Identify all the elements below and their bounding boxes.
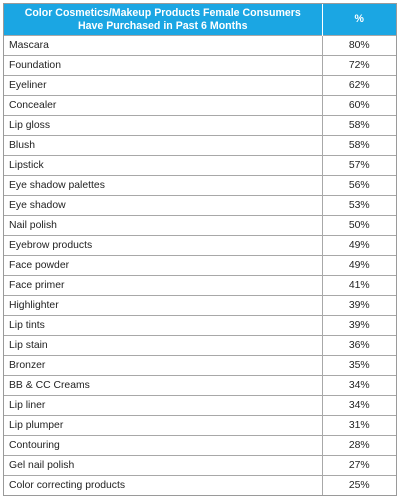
table-header-row: Color Cosmetics/Makeup Products Female C… (4, 4, 396, 36)
percent-cell: 34% (322, 395, 396, 416)
table-row: Lip tints 39% (4, 315, 396, 336)
product-name-cell: Contouring (4, 435, 323, 456)
table-row: Lip liner 34% (4, 395, 396, 416)
product-name-cell: Highlighter (4, 295, 323, 316)
percent-cell: 36% (322, 335, 396, 356)
percent-cell: 53% (322, 195, 396, 216)
percent-cell: 34% (322, 375, 396, 396)
header-percent: % (322, 4, 396, 36)
product-name-cell: Foundation (4, 55, 323, 76)
percent-cell: 58% (322, 135, 396, 156)
table-row: Gel nail polish 27% (4, 455, 396, 476)
product-name-cell: Eye shadow palettes (4, 175, 323, 196)
product-name-cell: Concealer (4, 95, 323, 116)
product-name-cell: Mascara (4, 35, 323, 56)
table-row: Nail polish 50% (4, 215, 396, 236)
cosmetics-purchase-table: Color Cosmetics/Makeup Products Female C… (4, 4, 396, 495)
data-table-container: Color Cosmetics/Makeup Products Female C… (3, 3, 397, 496)
table-row: Lip gloss 58% (4, 115, 396, 136)
table-row: Face primer 41% (4, 275, 396, 296)
percent-cell: 80% (322, 35, 396, 56)
product-name-cell: Lip tints (4, 315, 323, 336)
table-row: Eye shadow 53% (4, 195, 396, 216)
percent-cell: 60% (322, 95, 396, 116)
product-name-cell: Gel nail polish (4, 455, 323, 476)
percent-cell: 39% (322, 295, 396, 316)
product-name-cell: Eye shadow (4, 195, 323, 216)
table-row: Color correcting products 25% (4, 475, 396, 495)
percent-cell: 62% (322, 75, 396, 96)
table-row: BB & CC Creams 34% (4, 375, 396, 396)
product-name-cell: Lip stain (4, 335, 323, 356)
table-row: Blush 58% (4, 135, 396, 156)
product-name-cell: Lip liner (4, 395, 323, 416)
percent-cell: 50% (322, 215, 396, 236)
table-row: Face powder 49% (4, 255, 396, 276)
product-name-cell: Lipstick (4, 155, 323, 176)
percent-cell: 57% (322, 155, 396, 176)
product-name-cell: Bronzer (4, 355, 323, 376)
percent-cell: 58% (322, 115, 396, 136)
percent-cell: 28% (322, 435, 396, 456)
table-row: Lip plumper 31% (4, 415, 396, 436)
table-row: Eye shadow palettes 56% (4, 175, 396, 196)
percent-cell: 39% (322, 315, 396, 336)
percent-cell: 27% (322, 455, 396, 476)
percent-cell: 49% (322, 255, 396, 276)
percent-cell: 49% (322, 235, 396, 256)
table-body: Mascara 80% Foundation 72% Eyeliner 62% Concea… (4, 35, 396, 495)
table-row: Lip stain 36% (4, 335, 396, 356)
product-name-cell: Lip gloss (4, 115, 323, 136)
product-name-cell: Eyeliner (4, 75, 323, 96)
header-product: Color Cosmetics/Makeup Products Female C… (4, 4, 323, 36)
table-row: Concealer 60% (4, 95, 396, 116)
product-name-cell: Eyebrow products (4, 235, 323, 256)
percent-cell: 72% (322, 55, 396, 76)
header-product-line-1: Color Cosmetics/Makeup Products Female C… (24, 6, 301, 19)
percent-cell: 35% (322, 355, 396, 376)
table-row: Eyebrow products 49% (4, 235, 396, 256)
product-name-cell: BB & CC Creams (4, 375, 323, 396)
product-name-cell: Face powder (4, 255, 323, 276)
percent-cell: 31% (322, 415, 396, 436)
table-row: Eyeliner 62% (4, 75, 396, 96)
product-name-cell: Lip plumper (4, 415, 323, 436)
table-row: Bronzer 35% (4, 355, 396, 376)
table-row: Lipstick 57% (4, 155, 396, 176)
percent-cell: 41% (322, 275, 396, 296)
product-name-cell: Face primer (4, 275, 323, 296)
percent-cell: 25% (322, 475, 396, 495)
product-name-cell: Blush (4, 135, 323, 156)
header-product-line-2: Have Purchased in Past 6 Months (77, 19, 248, 32)
table-row: Contouring 28% (4, 435, 396, 456)
product-name-cell: Color correcting products (4, 475, 323, 495)
percent-cell: 56% (322, 175, 396, 196)
table-row: Mascara 80% (4, 35, 396, 56)
table-row: Highlighter 39% (4, 295, 396, 316)
product-name-cell: Nail polish (4, 215, 323, 236)
table-row: Foundation 72% (4, 55, 396, 76)
